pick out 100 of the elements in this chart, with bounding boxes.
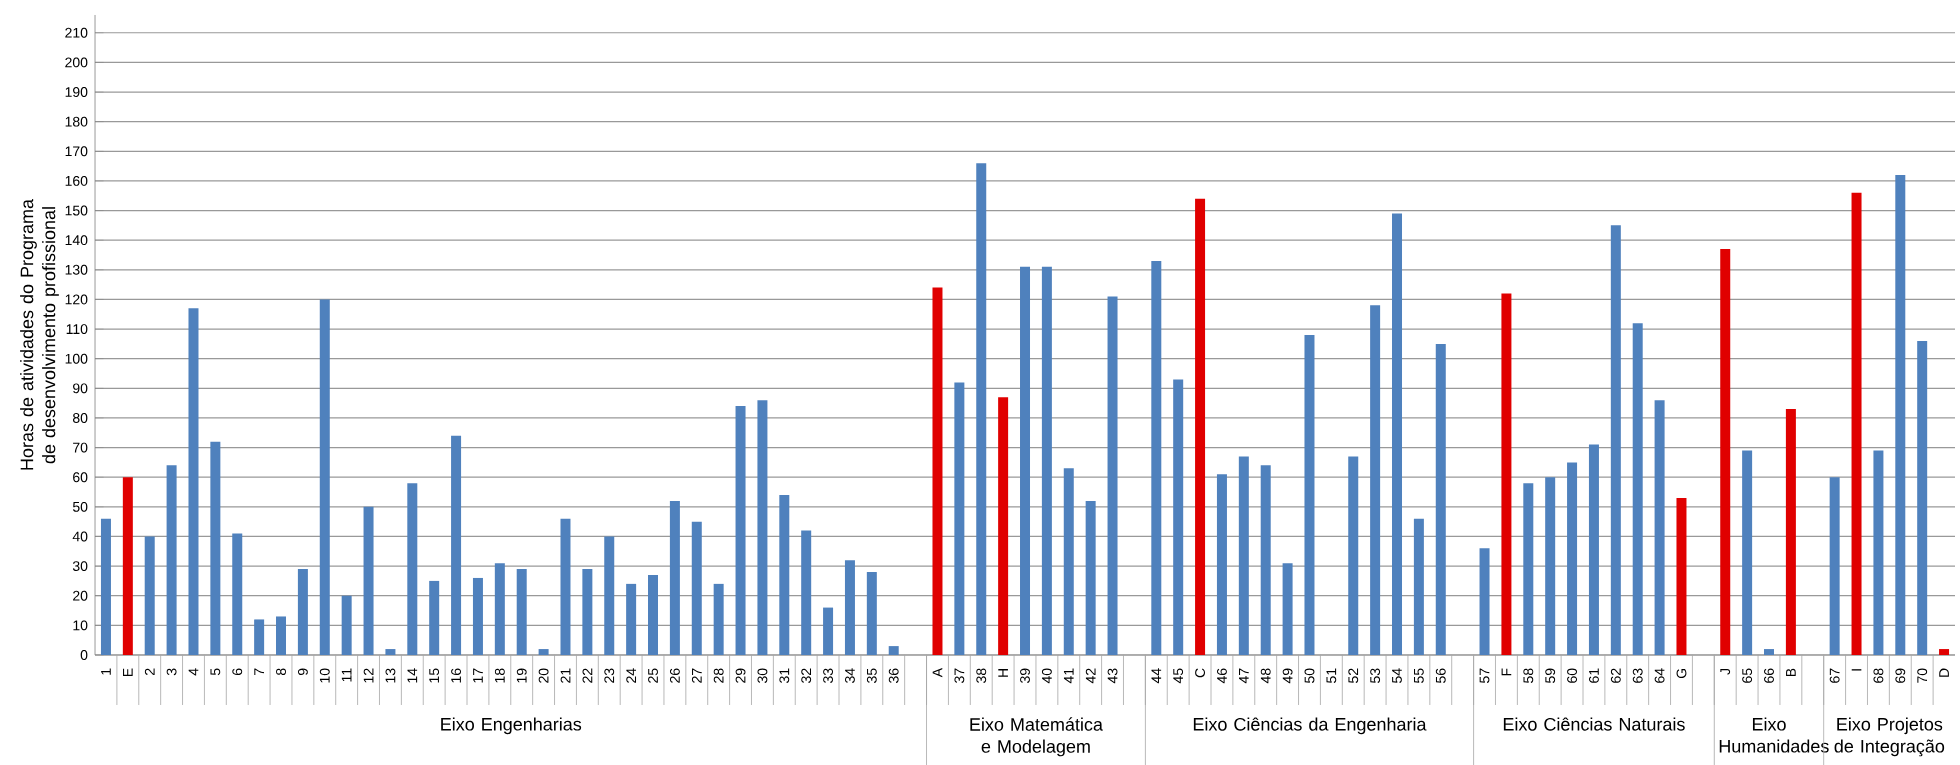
x-tick-label: 29 bbox=[735, 668, 746, 683]
x-tick-label: D bbox=[1939, 668, 1949, 677]
bar bbox=[1588, 444, 1599, 655]
x-tick-label: 13 bbox=[385, 668, 396, 683]
text: Eixo Projetos de Integração bbox=[1834, 717, 1945, 757]
x-tick-label: 19 bbox=[516, 668, 527, 683]
bar bbox=[1939, 649, 1950, 655]
x-tick-label: 68 bbox=[1873, 668, 1884, 683]
bar bbox=[1063, 468, 1074, 655]
y-tick-label: 60 bbox=[73, 472, 88, 483]
bar bbox=[451, 435, 462, 655]
x-tick-label: 42 bbox=[1085, 668, 1096, 684]
x-tick-label: 26 bbox=[669, 668, 680, 683]
bar bbox=[1851, 192, 1862, 655]
x-tick-label: 60 bbox=[1567, 668, 1578, 683]
bar bbox=[232, 533, 243, 655]
bar bbox=[1085, 500, 1096, 655]
x-tick-label: 17 bbox=[473, 668, 483, 683]
bar bbox=[1041, 266, 1052, 655]
x-tick-label: 28 bbox=[713, 668, 724, 683]
bar bbox=[1764, 649, 1774, 655]
bar bbox=[1917, 340, 1928, 655]
x-tick-label: 44 bbox=[1151, 668, 1162, 684]
bar bbox=[1195, 198, 1206, 655]
x-tick-label: 16 bbox=[451, 668, 462, 683]
x-tick-label: 9 bbox=[297, 668, 308, 676]
x-tick-label: 43 bbox=[1107, 668, 1118, 684]
bar bbox=[844, 560, 855, 655]
bar bbox=[1873, 450, 1884, 655]
bar bbox=[757, 400, 768, 655]
x-tick-label: 31 bbox=[779, 668, 790, 683]
y-tick-label: 80 bbox=[72, 413, 88, 423]
x-tick-label: 66 bbox=[1764, 668, 1774, 683]
x-tick-label: 7 bbox=[254, 668, 264, 675]
bar bbox=[779, 494, 790, 655]
bar bbox=[932, 287, 943, 655]
bar bbox=[254, 619, 265, 655]
x-tick-label: 67 bbox=[1829, 668, 1840, 683]
bar bbox=[1107, 296, 1118, 655]
x-tick-label: 30 bbox=[757, 668, 768, 683]
x-tick-label: 64 bbox=[1654, 668, 1665, 683]
y-axis-title: Horas de atividades do Programa de desenvolvimento profissional bbox=[20, 198, 59, 470]
text: Eixo Humanidades bbox=[1719, 717, 1829, 753]
x-tick-label: 38 bbox=[976, 668, 987, 683]
y-tick-label: 190 bbox=[65, 87, 88, 97]
text: Eixo Ciências Naturais bbox=[1503, 717, 1685, 731]
bar bbox=[1260, 465, 1271, 655]
text: Eixo Ciências da Engenharia bbox=[1193, 717, 1427, 735]
x-tick-label: 24 bbox=[626, 668, 637, 683]
x-tick-label: 21 bbox=[560, 668, 571, 683]
x-tick-label: 39 bbox=[1020, 668, 1030, 683]
bar bbox=[866, 572, 877, 655]
bar bbox=[823, 607, 834, 655]
x-tick-label: H bbox=[998, 669, 1008, 677]
x-tick-label: 14 bbox=[407, 668, 418, 683]
y-tick-label: 200 bbox=[65, 57, 88, 68]
x-tick-label: 6 bbox=[232, 668, 243, 675]
bar bbox=[648, 574, 659, 655]
x-tick-label: 32 bbox=[801, 668, 812, 683]
bar bbox=[626, 583, 637, 655]
bar bbox=[472, 577, 483, 655]
x-tick-label: 65 bbox=[1742, 668, 1753, 683]
y-tick-label: 160 bbox=[65, 175, 88, 186]
x-tick-label: C bbox=[1195, 668, 1206, 678]
x-tick-label: 47 bbox=[1239, 668, 1249, 684]
bar bbox=[801, 530, 812, 655]
bar bbox=[516, 569, 527, 655]
bar bbox=[188, 308, 199, 655]
x-tick-label: 4 bbox=[188, 668, 199, 676]
bar bbox=[1413, 518, 1424, 655]
x-tick-label: 50 bbox=[1304, 668, 1315, 683]
bar bbox=[1545, 477, 1556, 655]
bar bbox=[1238, 456, 1249, 655]
bar bbox=[494, 563, 505, 655]
x-tick-label: 3 bbox=[166, 668, 177, 676]
bar bbox=[385, 649, 396, 655]
bar bbox=[1720, 249, 1731, 655]
bar bbox=[1501, 293, 1512, 655]
bar bbox=[604, 536, 615, 655]
bar bbox=[1654, 400, 1665, 655]
bar bbox=[1479, 548, 1490, 655]
x-tick-label: 33 bbox=[823, 668, 834, 683]
x-tick-label: 56 bbox=[1435, 668, 1446, 683]
bar bbox=[582, 569, 593, 655]
y-tick-label: 10 bbox=[73, 620, 88, 631]
x-tick-label: 49 bbox=[1282, 668, 1293, 684]
x-tick-label: E bbox=[123, 668, 133, 677]
x-tick-label: 53 bbox=[1370, 668, 1381, 683]
x-tick-label: 2 bbox=[144, 668, 155, 676]
bar bbox=[538, 649, 549, 655]
bar bbox=[100, 518, 111, 655]
x-tick-label: 8 bbox=[276, 668, 286, 676]
y-tick-label: 30 bbox=[72, 561, 88, 572]
bar bbox=[1829, 477, 1840, 655]
bar bbox=[888, 646, 899, 655]
bar bbox=[1567, 462, 1578, 655]
x-tick-label: 59 bbox=[1545, 668, 1556, 683]
x-tick-label: 41 bbox=[1063, 668, 1074, 684]
x-tick-label: 61 bbox=[1589, 668, 1599, 683]
x-tick-label: 46 bbox=[1217, 668, 1227, 684]
